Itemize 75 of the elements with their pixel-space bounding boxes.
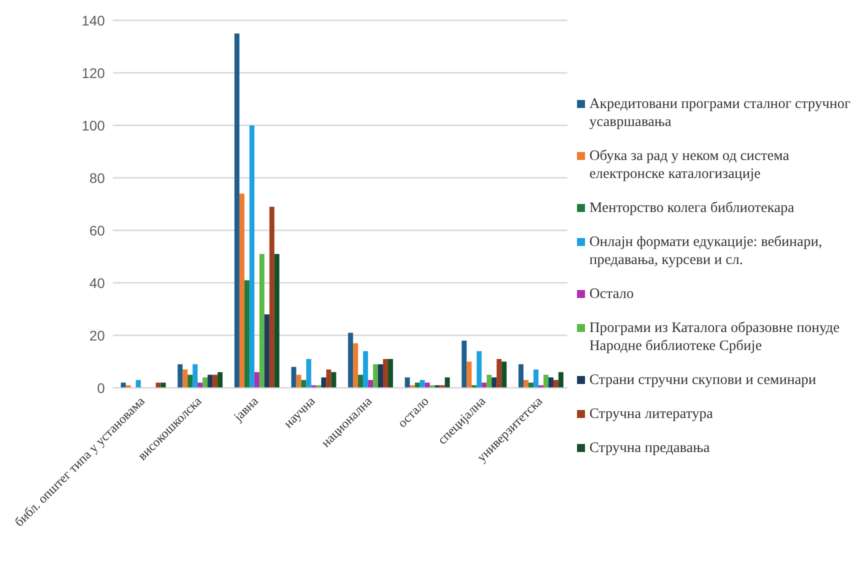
bar [182,370,188,388]
bar [462,340,467,388]
bar [234,33,240,388]
bar [523,380,528,388]
bar [363,351,368,388]
bar [492,377,497,388]
bar [192,364,198,388]
bar [528,382,534,388]
bar [202,377,208,388]
bar [269,206,274,388]
y-tick-label: 40 [89,274,106,291]
bar [420,380,425,388]
y-tick-label: 100 [82,117,106,134]
bar [518,364,524,388]
bar [244,280,250,388]
bar [543,374,548,388]
y-tick-label: 0 [97,380,106,396]
bar [358,374,364,388]
bar [254,372,260,388]
legend-label: Онлајн формати едукације: вебинари, предавања, курсеви и сл. [589,233,824,269]
bar [378,364,384,388]
bar [548,377,554,388]
bar [496,359,502,388]
y-tick-label: 140 [82,12,106,28]
legend-label: Стручна литература [589,405,713,423]
bar [160,382,166,388]
legend-label: Програми из Каталога образовне понуде Народне библиотеке Србије [589,319,841,355]
bar [466,362,472,388]
bar [404,377,410,388]
y-tick-label: 80 [89,170,106,186]
bar [136,380,141,388]
legend-label: Обука за рад у неком од система електронске каталогизације [589,147,790,183]
bar [486,374,492,388]
bar [424,382,430,388]
bar [553,380,558,388]
bar [326,370,332,388]
bar [306,359,312,388]
y-tick-label: 120 [82,64,106,81]
legend-label: Остало [589,285,634,303]
legend-label: Стручна предавања [589,439,710,457]
bar [156,382,161,388]
bar [388,359,394,388]
legend-label: Менторство колега библиотекара [589,199,794,217]
bar [558,372,564,388]
bar [482,382,487,388]
y-tick-label: 60 [89,222,106,238]
legend-label: Страни стручни скупови и семинари [589,371,816,389]
bar [239,194,244,388]
bar [198,382,203,388]
bar [353,343,358,388]
bar [321,377,326,388]
bar [178,364,183,388]
bar [249,125,254,388]
bar [502,362,507,388]
bar [188,374,193,388]
bar [368,380,374,388]
legend-label: Акредитовани програми сталног стручног усавршавања [589,95,852,131]
bar [414,382,420,388]
bar [296,374,302,388]
bar [348,332,354,388]
bar [259,254,264,388]
bar [373,364,378,388]
y-tick-label: 20 [89,327,106,344]
bar [120,382,126,388]
bar [383,359,388,388]
bar [444,377,450,388]
bar [331,372,336,388]
bar [301,380,306,388]
bar [476,351,482,388]
bar [264,314,270,388]
bar [212,374,218,388]
bar [533,370,538,388]
bar [274,254,280,388]
bar [208,374,213,388]
bar [218,372,223,388]
